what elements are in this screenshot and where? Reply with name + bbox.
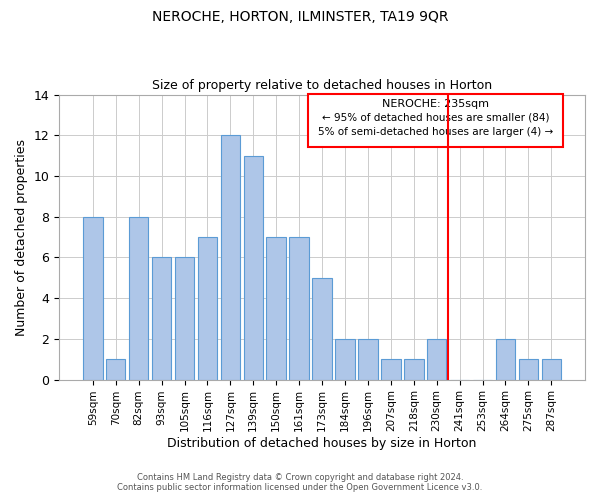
Title: Size of property relative to detached houses in Horton: Size of property relative to detached ho… bbox=[152, 79, 492, 92]
Text: ← 95% of detached houses are smaller (84): ← 95% of detached houses are smaller (84… bbox=[322, 113, 550, 123]
Bar bbox=[197, 237, 217, 380]
Text: 5% of semi-detached houses are larger (4) →: 5% of semi-detached houses are larger (4… bbox=[318, 127, 553, 137]
Bar bbox=[542, 359, 561, 380]
Bar bbox=[221, 136, 240, 380]
Bar bbox=[335, 339, 355, 380]
Bar bbox=[427, 339, 446, 380]
Bar bbox=[313, 278, 332, 380]
Bar bbox=[518, 359, 538, 380]
Text: Contains HM Land Registry data © Crown copyright and database right 2024.
Contai: Contains HM Land Registry data © Crown c… bbox=[118, 473, 482, 492]
Bar bbox=[381, 359, 401, 380]
Text: NEROCHE: 235sqm: NEROCHE: 235sqm bbox=[382, 98, 489, 108]
Bar bbox=[106, 359, 125, 380]
Bar bbox=[152, 258, 172, 380]
X-axis label: Distribution of detached houses by size in Horton: Distribution of detached houses by size … bbox=[167, 437, 477, 450]
Bar bbox=[129, 216, 148, 380]
Bar bbox=[244, 156, 263, 380]
Bar bbox=[266, 237, 286, 380]
Bar bbox=[496, 339, 515, 380]
Bar bbox=[83, 216, 103, 380]
FancyBboxPatch shape bbox=[308, 94, 563, 148]
Bar bbox=[289, 237, 309, 380]
Bar bbox=[404, 359, 424, 380]
Bar bbox=[175, 258, 194, 380]
Bar bbox=[358, 339, 377, 380]
Y-axis label: Number of detached properties: Number of detached properties bbox=[15, 138, 28, 336]
Text: NEROCHE, HORTON, ILMINSTER, TA19 9QR: NEROCHE, HORTON, ILMINSTER, TA19 9QR bbox=[152, 10, 448, 24]
